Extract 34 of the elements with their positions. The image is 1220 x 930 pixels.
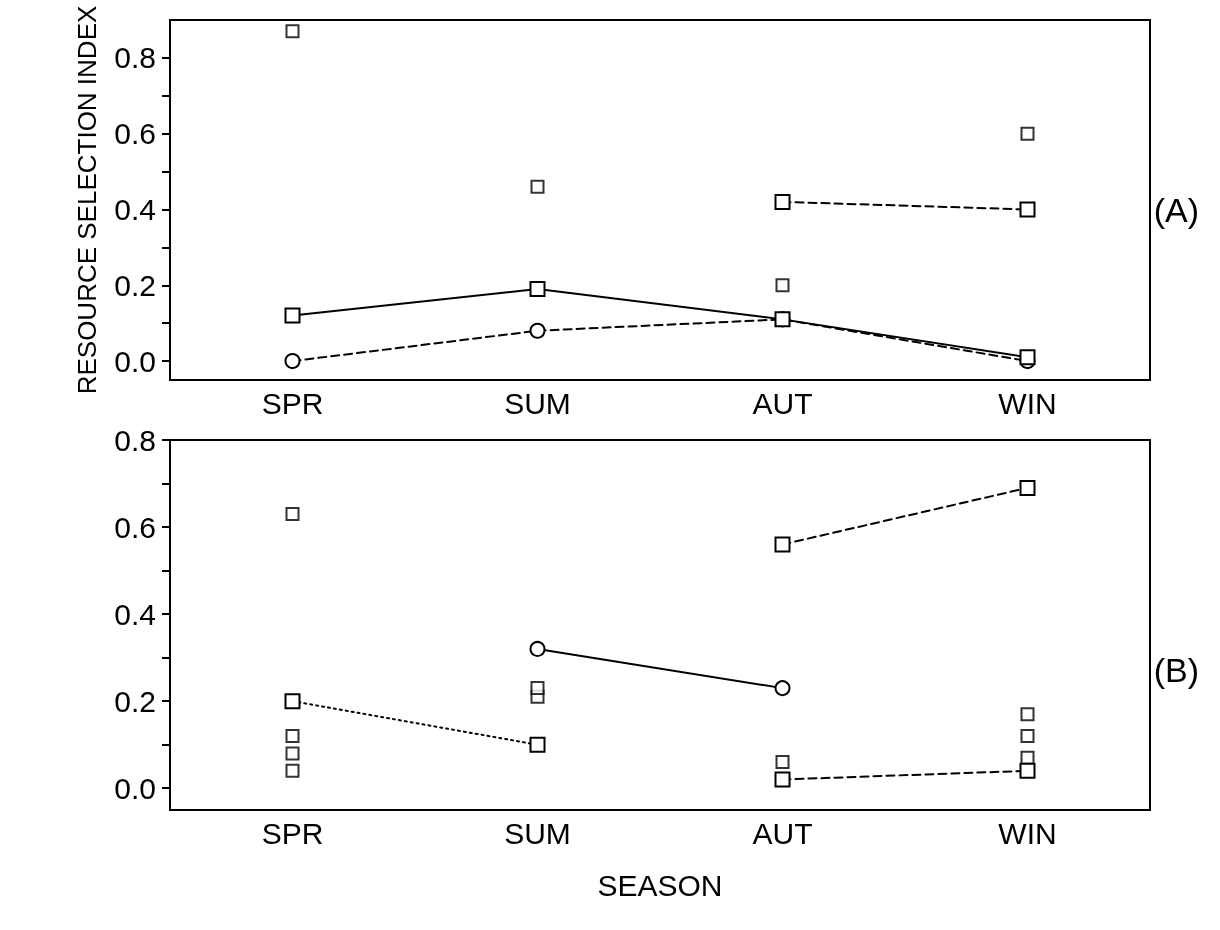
x-tick-label: SUM — [504, 386, 571, 420]
text: (B) — [1153, 651, 1200, 689]
point — [285, 24, 300, 39]
x-tick-label: SUM — [504, 816, 571, 850]
x-tick-label: SPR — [261, 816, 324, 850]
x-tick-label: WIN — [998, 386, 1057, 420]
point — [775, 278, 790, 293]
x-tick-label: SPR — [261, 386, 324, 420]
y-axis-title: RESOURCE SELECTION INDEX — [72, 5, 102, 395]
y-tick-label: 0.6 — [114, 117, 156, 151]
text: (A) — [1153, 191, 1200, 229]
x-tick-label: AUT — [752, 386, 813, 420]
point — [774, 311, 791, 328]
point — [1019, 201, 1036, 218]
point — [284, 307, 301, 324]
point — [529, 322, 546, 339]
x-axis-title: SEASON — [597, 868, 723, 902]
x-tick-label: AUT — [752, 816, 813, 850]
y-tick-label: 0.0 — [114, 771, 156, 805]
point — [1020, 126, 1035, 141]
y-tick-label: 0.2 — [114, 684, 156, 718]
point — [530, 179, 545, 194]
point — [284, 353, 301, 370]
y-tick-label: 0.4 — [114, 192, 156, 226]
point — [529, 281, 546, 298]
y-tick-label: 0.8 — [114, 423, 156, 457]
point — [1019, 349, 1036, 366]
y-tick-label: 0.4 — [114, 597, 156, 631]
y-tick-label: 0.2 — [114, 268, 156, 302]
y-tick-label: 0.0 — [114, 344, 156, 378]
y-tick-label: 0.8 — [114, 41, 156, 75]
x-tick-label: WIN — [998, 816, 1057, 850]
y-tick-label: 0.6 — [114, 510, 156, 544]
point — [774, 193, 791, 210]
